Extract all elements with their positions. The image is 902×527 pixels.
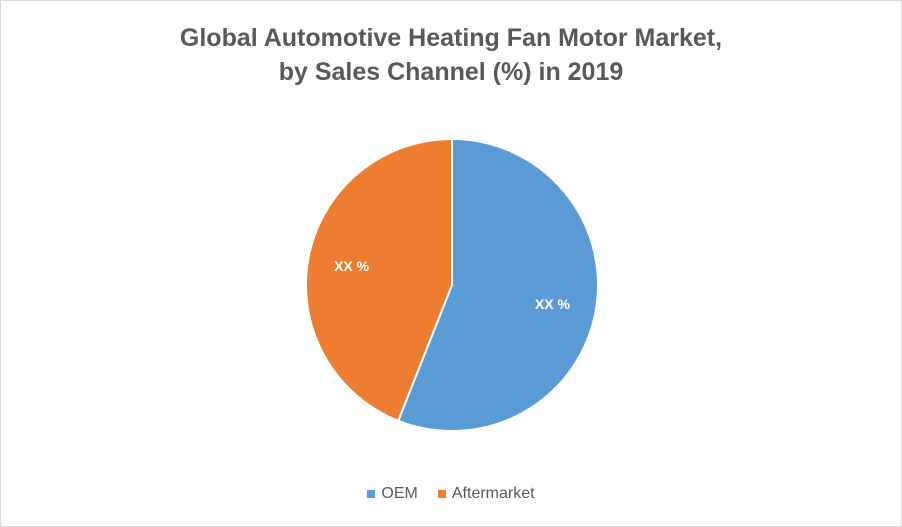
chart-title-line-1: Global Automotive Heating Fan Motor Mark… — [179, 24, 723, 52]
data-label-aftermarket: XX % — [334, 258, 370, 274]
chart-title: Global Automotive Heating Fan Motor Mark… — [1, 21, 901, 89]
legend-label-oem: OEM — [381, 485, 418, 502]
legend-item-oem: OEM — [367, 485, 418, 503]
chart-title-line-2: by Sales Channel (%) in 2019 — [278, 58, 624, 86]
data-label-oem: XX % — [535, 296, 571, 312]
legend-label-aftermarket: Aftermarket — [451, 485, 535, 502]
legend-item-aftermarket: Aftermarket — [437, 485, 535, 503]
pie-slice-aftermarket — [305, 137, 453, 423]
legend-swatch-oem — [367, 490, 376, 498]
legend-swatch-aftermarket — [437, 490, 446, 498]
pie-slice-oem — [396, 137, 599, 432]
chart-legend: OEM Aftermarket — [1, 485, 901, 503]
